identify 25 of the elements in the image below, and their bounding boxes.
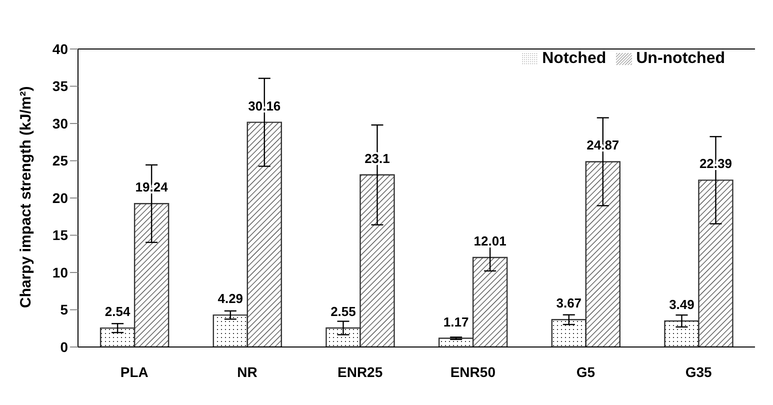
x-tick-label: NR xyxy=(237,364,258,380)
y-tick-label: 25 xyxy=(52,152,68,169)
legend-label: Notched xyxy=(542,50,606,67)
y-tick-label: 15 xyxy=(52,227,68,244)
legend-label: Un-notched xyxy=(636,50,725,67)
data-label: 2.54 xyxy=(104,304,131,320)
data-label: 3.67 xyxy=(556,296,582,311)
y-tick-label: 30 xyxy=(52,115,68,132)
x-tick-label: ENR25 xyxy=(338,364,383,380)
y-axis-title: Charpy impact strength (kJ/m²) xyxy=(17,86,34,308)
x-tick-label: ENR50 xyxy=(450,364,496,380)
y-tick-label: 20 xyxy=(52,190,68,206)
x-tick-label: PLA xyxy=(120,364,148,380)
data-label: 2.55 xyxy=(330,304,356,320)
y-tick-label: 40 xyxy=(52,40,68,57)
x-tick-label: G35 xyxy=(685,364,712,380)
y-tick-label: 35 xyxy=(52,78,68,94)
data-label: 12.01 xyxy=(474,234,506,249)
data-label: 3.49 xyxy=(669,297,694,312)
data-label: 1.17 xyxy=(443,314,469,330)
data-label: 4.29 xyxy=(218,291,244,306)
y-tick-label: 10 xyxy=(52,264,68,280)
x-tick-label: G5 xyxy=(576,364,596,380)
y-tick-label: 5 xyxy=(60,302,68,318)
y-tick-label: 0 xyxy=(60,338,68,355)
